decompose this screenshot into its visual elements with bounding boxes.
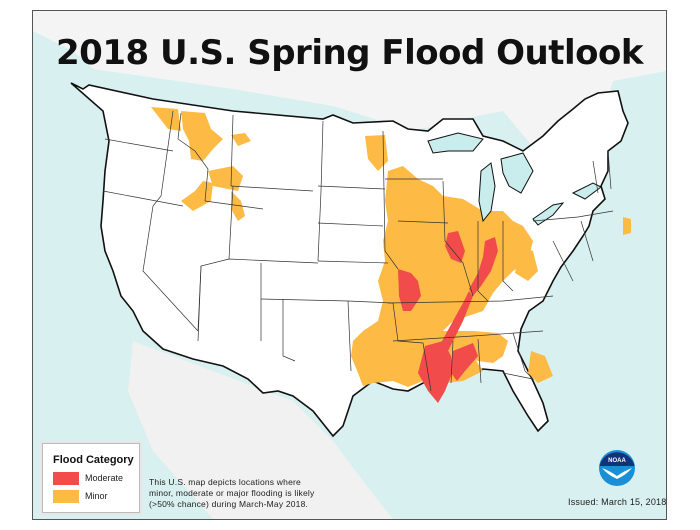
page-title: 2018 U.S. Spring Flood Outlook: [56, 33, 643, 73]
legend-label-moderate: Moderate: [85, 473, 124, 483]
flood-moderate-areas: [398, 231, 498, 403]
legend-label-minor: Minor: [85, 491, 108, 501]
us-flood-map: [33, 11, 666, 519]
note-line-1: This U.S. map depicts locations where: [149, 477, 301, 487]
legend: Flood Category Moderate Minor: [42, 443, 140, 513]
canada-land: [33, 11, 666, 171]
issued-date: Issued: March 15, 2018: [568, 497, 667, 507]
map-description: This U.S. map depicts locations where mi…: [149, 477, 314, 510]
minor-swatch: [53, 490, 79, 503]
state-boundaries: [102, 110, 614, 392]
noaa-logo-icon: NOAA: [599, 450, 635, 486]
mexico-land: [128, 341, 393, 519]
moderate-swatch: [53, 472, 79, 485]
note-line-2: minor, moderate or major flooding is lik…: [149, 488, 315, 498]
note-line-3: (>50% chance) during March-May 2018.: [149, 499, 309, 509]
legend-title: Flood Category: [53, 454, 134, 466]
great-lakes: [427, 132, 602, 226]
map-frame: 2018 U.S. Spring Flood Outlook Flood Cat…: [32, 10, 667, 520]
svg-text:NOAA: NOAA: [608, 458, 626, 464]
